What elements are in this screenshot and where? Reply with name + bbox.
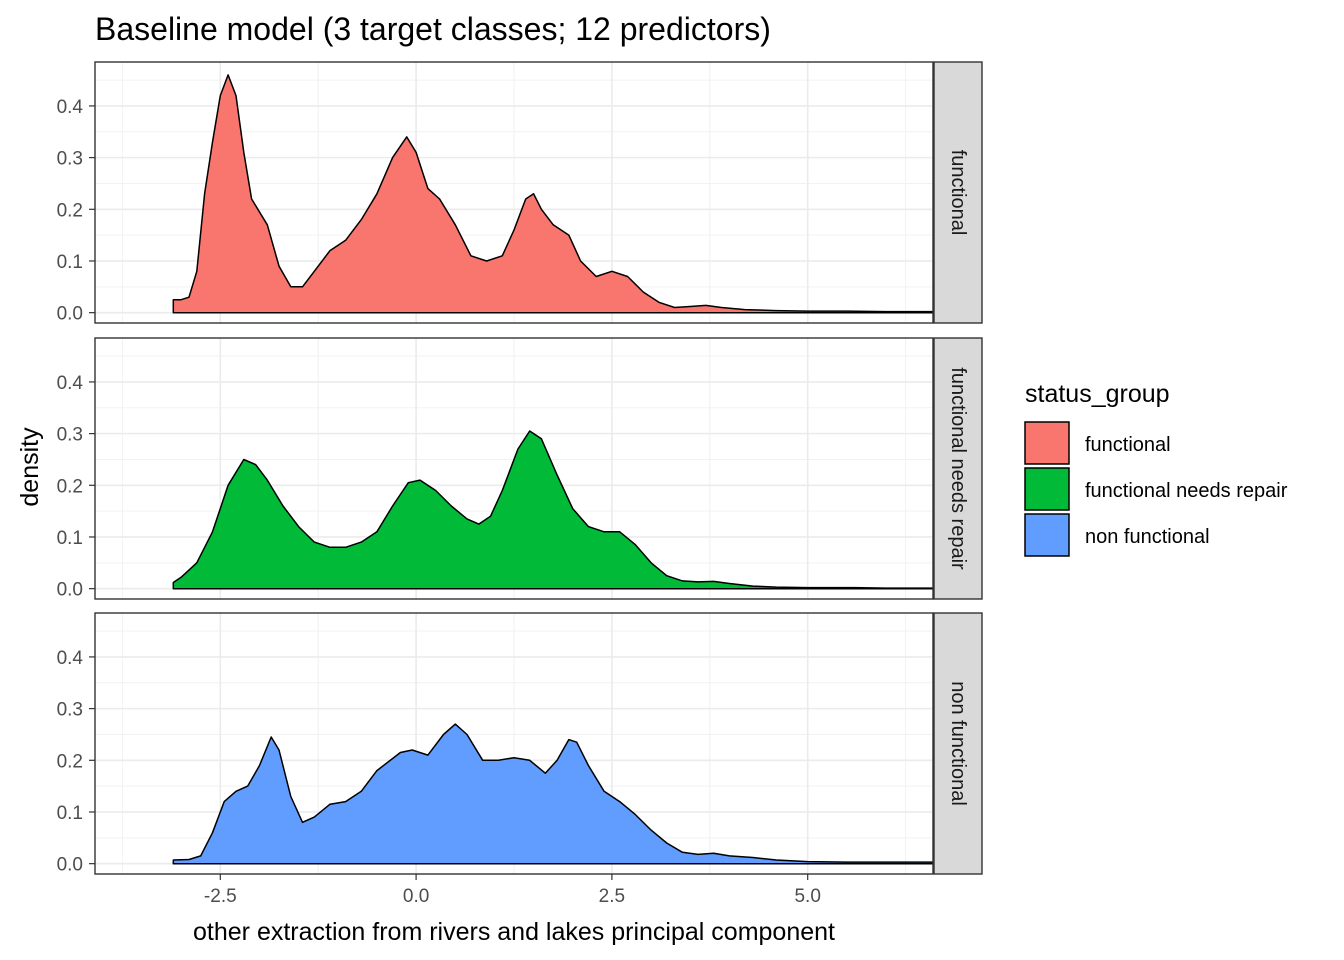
legend-key-non-functional [1024,513,1070,557]
x-tick-label: 5.0 [794,886,820,907]
y-tick-label: 0.4 [57,373,84,394]
facet-strip-label: functional needs repair [947,367,969,570]
y-tick-label: 0.0 [57,855,83,876]
chart-title: Baseline model (3 target classes; 12 pre… [95,11,771,47]
y-tick-label: 0.2 [57,200,83,221]
density-area-functional [172,74,934,314]
panel-border [94,61,934,324]
y-tick-label: 0.1 [57,252,83,273]
facet-strip-label: functional [947,150,969,236]
panel-functional: 0.0 0.1 0.2 0.3 0.4 functional [57,61,983,325]
x-axis-title: other extraction from rivers and lakes p… [193,918,835,946]
legend-label-functional-needs-repair: functional needs repair [1085,480,1288,502]
y-axis-title: density [16,427,44,507]
facet-strip [933,612,983,875]
legend-key-functional-needs-repair [1024,467,1070,511]
legend: status_group functional functional needs … [1024,380,1288,557]
facet-strip-label: non functional [947,681,969,806]
x-tick-label: -2.5 [204,886,237,907]
x-axis: -2.5 0.0 2.5 5.0 [204,874,821,907]
panel-border [94,337,934,600]
facet-strip [933,337,983,600]
panel-border [94,612,934,875]
facet-strip [933,61,983,324]
y-tick-label: 0.3 [57,149,83,170]
y-tick-label: 0.2 [57,476,83,497]
x-tick-label: 0.0 [403,886,429,907]
facet-panels: 0.0 0.1 0.2 0.3 0.4 functional 0.0 0.1 0.2 0.3 0.4… [57,61,983,876]
y-tick-label: 0.0 [57,304,83,325]
x-tick-label: 2.5 [599,886,625,907]
y-tick-label: 0.3 [57,425,83,446]
density-area-non-functional [172,723,934,865]
y-tick-label: 0.1 [57,803,83,824]
legend-label-non-functional: non functional [1085,526,1210,548]
legend-title: status_group [1025,380,1170,408]
y-tick-label: 0.0 [57,580,83,601]
legend-label-functional: functional [1085,434,1171,456]
density-area-functional-needs-repair [172,430,934,590]
y-tick-label: 0.2 [57,751,83,772]
y-tick-label: 0.1 [57,528,83,549]
legend-key-functional [1024,421,1070,465]
panel-functional-needs-repair: 0.0 0.1 0.2 0.3 0.4 functional needs repair [57,337,983,601]
panel-non-functional: 0.0 0.1 0.2 0.3 0.4 non functional [57,612,983,876]
y-tick-label: 0.4 [57,97,84,118]
y-tick-label: 0.3 [57,700,83,721]
y-tick-label: 0.4 [57,648,84,669]
